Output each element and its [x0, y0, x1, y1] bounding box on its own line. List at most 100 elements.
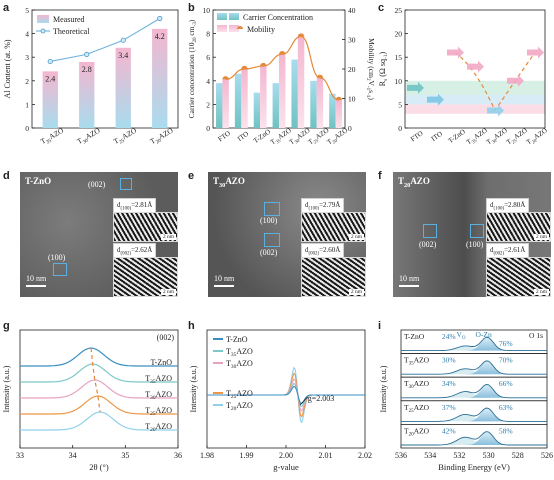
- mobility-marker: [297, 33, 305, 37]
- xps-subpanel: [400, 424, 548, 449]
- xrd-curve: [20, 347, 178, 367]
- lattice-image: 2 nm: [301, 257, 366, 297]
- bar-carrier: [291, 59, 298, 129]
- hand-pointer-marker: [507, 74, 524, 87]
- xps-envelope: [401, 407, 547, 422]
- tem-plane-bottom-d: (100): [48, 253, 66, 262]
- hand-pointer-marker: [527, 46, 544, 59]
- panel-label-f: f: [378, 170, 382, 182]
- inset-scale: 2 nm: [160, 289, 176, 295]
- bar-carrier: [216, 83, 223, 128]
- xrd-curve: [20, 411, 178, 431]
- bar-value-label: 3.4: [118, 51, 128, 60]
- chart-b-carrier-mobility: 0 2 4 6 8 10 0 10 20 30 40 Carrier concentration (1…: [187, 6, 375, 148]
- ozn-percent: 70%: [499, 356, 513, 365]
- y-right-tick-label: 20: [348, 65, 356, 74]
- bar-value-label: 2.4: [45, 74, 55, 83]
- x-tick-label: 35: [121, 451, 129, 460]
- y-tick-label: 0: [25, 124, 29, 133]
- series-label: T35AZO: [145, 374, 172, 385]
- inset-scale: 2 nm: [533, 289, 549, 295]
- bar-value-label: 4.2: [155, 32, 165, 41]
- x-tick-label: 534: [424, 451, 436, 460]
- selection-box: [470, 224, 484, 238]
- vo-peak-fill: [401, 437, 547, 445]
- y-tick-label: 1: [25, 100, 29, 109]
- panel-label-c: c: [378, 2, 385, 14]
- x-tick-label: T25AZO: [505, 126, 530, 148]
- bar-carrier: [234, 73, 242, 128]
- y-tick-label: 3: [25, 53, 29, 62]
- y-tick-label: 0: [398, 124, 402, 133]
- legend-swatch-carrier-2: [229, 13, 239, 20]
- y-tick-label: 4: [25, 30, 29, 39]
- panel-label-d: d: [3, 170, 10, 182]
- lattice-image: 2 nm: [486, 212, 551, 242]
- legend-swatch-carrier: [217, 13, 227, 20]
- y-tick-label: 2: [25, 77, 29, 86]
- ozn-percent: 63%: [499, 403, 513, 412]
- y-tick-label: 10: [395, 77, 403, 86]
- series-label: T20AZO: [404, 426, 430, 437]
- hand-pointer-marker: [487, 104, 504, 117]
- xps-envelope: [401, 336, 547, 352]
- tem-inset-e1: d(100)=2.79Å: [301, 198, 345, 217]
- bar-measured: [115, 47, 131, 129]
- vo-peak-fill: [401, 414, 547, 422]
- lattice-image: 2 nm: [113, 212, 178, 242]
- y-axis-label: Intensity (a.u.): [189, 365, 198, 412]
- x-tick-label: 2.00: [279, 451, 293, 460]
- mobility-marker: [316, 74, 324, 78]
- y-axis-label: Intensity (a.u.): [379, 365, 388, 412]
- vo-percent: 34%: [442, 379, 456, 388]
- x-tick-label: ITO: [430, 130, 444, 143]
- x-tick-label: 1.98: [200, 451, 214, 460]
- scale-bar: [399, 285, 419, 287]
- vo-percent: 30%: [442, 356, 456, 365]
- vo-percent: 24%: [442, 332, 456, 341]
- vo-percent: 37%: [442, 403, 456, 412]
- vo-label: VO: [456, 330, 465, 341]
- tem-scale-e: 10 nm: [214, 274, 235, 283]
- x-tick-label: 528: [512, 451, 524, 460]
- x-tick-label: T-ZnO: [252, 128, 272, 145]
- bar-carrier: [310, 80, 317, 128]
- x-tick-label: T-ZnO: [447, 128, 467, 145]
- bar-mobility: [297, 36, 305, 128]
- series-label: T35AZO: [404, 356, 430, 367]
- series-label: T-ZnO: [151, 358, 173, 367]
- tem-scale-d: 10 nm: [26, 274, 47, 283]
- x-tick-label: 36: [174, 451, 182, 460]
- selection-box: [53, 263, 67, 276]
- annotation-arrow: [299, 396, 309, 406]
- ozn-percent: 76%: [499, 339, 513, 348]
- y-tick-label: 20: [395, 30, 403, 39]
- series-label: T25AZO: [404, 403, 430, 414]
- scale-bar: [214, 285, 234, 287]
- xps-envelope: [401, 360, 547, 375]
- tem-image-d: T-ZnO (002) (100) 10 nm d(100)=2.81Å 2 n…: [20, 172, 178, 297]
- x-tick-label: 1.99: [240, 451, 254, 460]
- panel-label-a: a: [3, 2, 10, 14]
- inset-scale: 2 nm: [160, 234, 176, 240]
- tem-plane-left-f: (002): [419, 240, 437, 249]
- chart-h-epr: 1.98 1.99 2.00 2.01 2.02 g-value Intensity (a.…: [189, 329, 372, 472]
- mobility-marker: [335, 96, 342, 100]
- vo-peak-fill: [401, 346, 547, 351]
- chart-g-xrd: 33 34 35 36 2θ (°) Intensity (a.u.) (002) T-ZnO…: [2, 329, 182, 472]
- y-axis-label: Carrier concentration (1020 cm-3): [187, 19, 198, 118]
- band-pink: [405, 104, 545, 114]
- x-tick-label: FTO: [409, 129, 424, 143]
- y-tick-label: 10: [203, 6, 211, 15]
- y-tick-label: 4: [206, 77, 210, 86]
- x-tick-label: T20AZO: [326, 126, 351, 148]
- plot-frame: [19, 329, 179, 449]
- x-tick-label: 2.01: [319, 451, 333, 460]
- y-tick-label: 6: [206, 53, 210, 62]
- x-tick-label: T35AZO: [465, 126, 490, 148]
- x-tick-label: T30AZO: [485, 126, 510, 148]
- tem-plane-top-d: (002): [88, 180, 106, 189]
- x-tick-label: ITO: [236, 130, 250, 143]
- y-tick-label: 8: [206, 30, 210, 39]
- x-tick-label: T20AZO: [525, 126, 550, 148]
